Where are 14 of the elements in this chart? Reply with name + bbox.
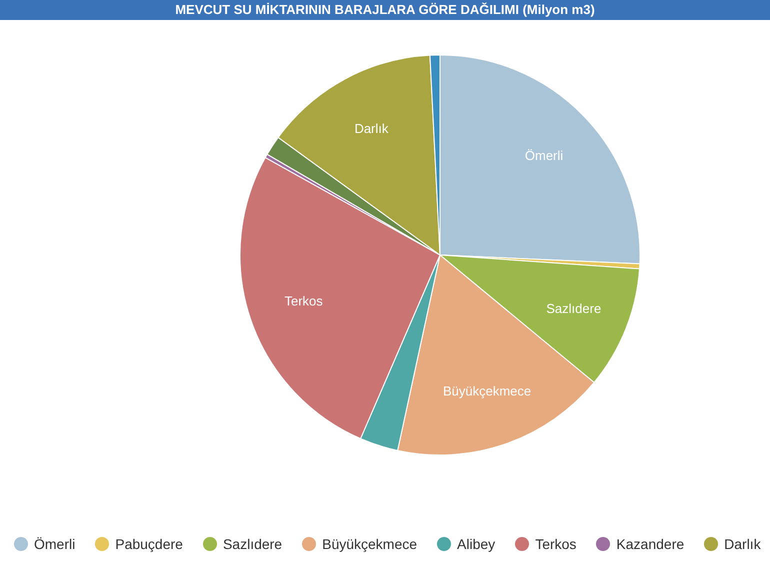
legend-label: Büyükçekmece [322,536,418,552]
slice-label: Sazlıdere [546,300,602,316]
slice-label: Ömerli [524,148,564,163]
slice-label: Darlık [354,120,389,136]
chart-title: MEVCUT SU MİKTARININ BARAJLARA GÖRE DAĞILIMI (Milyon m3) [0,0,770,20]
slice-label: Büyükçekmece [442,384,532,399]
legend-label: Darlık [724,536,761,552]
legend-label: Kazandere [616,536,684,552]
slice-label: Terkos [284,294,324,309]
legend-label: Pabuçdere [115,536,183,552]
legend-label: Ömerli [34,536,76,552]
legend-label: Alibey [457,536,496,552]
legend-label: Terkos [535,536,576,552]
legend-label: Sazlıdere [222,536,282,552]
